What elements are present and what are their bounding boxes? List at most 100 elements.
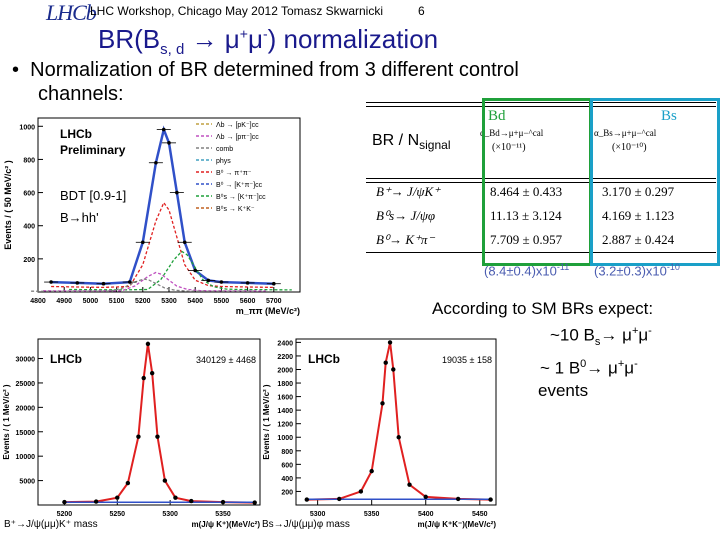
data-point — [125, 480, 131, 486]
y-tick-label: 800 — [23, 157, 35, 164]
signal-yield: 19035 ± 158 — [442, 355, 492, 365]
x-tick-label: 5300 — [310, 511, 326, 518]
bullet-line2: channels: — [38, 83, 124, 105]
title-plus: + — [239, 25, 248, 42]
title-arrow: → — [191, 24, 218, 54]
data-point — [162, 478, 168, 483]
expect-plus2: + — [617, 358, 625, 371]
legend-entry: B⁰s → K⁺K⁻ — [216, 205, 255, 213]
data-point — [455, 496, 461, 502]
chart-caption: Bs→J/ψ(μμ)φ mass — [262, 519, 350, 530]
y-tick-label: 200 — [23, 257, 35, 264]
y-axis-label: Events / ( 1 MeV/c² ) — [262, 384, 271, 459]
expect-mu: μ — [638, 325, 649, 345]
y-tick-label: 2200 — [277, 354, 293, 361]
y-tick-label: 2000 — [277, 367, 293, 374]
data-point — [173, 495, 178, 500]
y-tick-label: 400 — [23, 224, 35, 231]
bs-box — [590, 98, 720, 266]
y-axis-label: Events / ( 1 MeV/c² ) — [2, 384, 11, 459]
signal-yield: 340129 ± 4468 — [196, 355, 256, 365]
data-point — [155, 434, 160, 439]
title-mu2: μ — [247, 24, 263, 54]
y-tick-label: 25000 — [16, 381, 36, 388]
plot-frame — [37, 338, 261, 506]
x-tick-label: 5250 — [109, 511, 125, 518]
x-tick-label: 5200 — [57, 511, 73, 518]
table-bottom-rule — [366, 252, 716, 253]
legend-entry: B⁰ → π⁺π⁻ — [216, 169, 252, 177]
x-tick-label: 5350 — [364, 511, 380, 518]
data-point — [145, 341, 151, 347]
data-point — [407, 482, 412, 487]
x-tick-label: 4800 — [30, 298, 46, 305]
title-mu1: μ — [224, 24, 240, 54]
y-tick-label: 10000 — [16, 454, 36, 461]
legend-entry: Λb → [pπ⁻]cc — [216, 134, 259, 141]
bd-average-exp: -11 — [556, 262, 570, 272]
data-point — [337, 496, 342, 502]
data-point — [358, 489, 364, 494]
row-bd-1: 8.464 ± 0.433 — [490, 184, 563, 199]
row-bd-2: 11.13 ± 3.124 — [490, 208, 562, 223]
expect-line4: events — [538, 380, 589, 400]
x-axis-label: m(J/ψ K⁺)(MeV/c²) — [192, 520, 261, 529]
chart-caption: B⁺→J/ψ(μμ)K⁺ mass — [4, 519, 98, 530]
data-point — [383, 360, 388, 365]
y-tick-label: 1400 — [277, 408, 293, 415]
legend-entry: B⁰s → [K⁺π⁻]cc — [216, 193, 266, 201]
row-bs-3: 2.887 ± 0.424 — [602, 232, 675, 247]
expect-arrow-mu: → μ — [600, 325, 632, 345]
x-tick-label: 5100 — [109, 298, 125, 305]
bd-box — [482, 98, 592, 266]
x-tick-label: 5700 — [266, 298, 282, 305]
title-minus: - — [262, 25, 268, 42]
y-tick-label: 600 — [281, 462, 293, 469]
expect-b0-sup: 0 — [580, 358, 587, 371]
y-tick-label: 600 — [23, 191, 35, 198]
fit-curve — [64, 343, 255, 504]
title-suffix: ) normalization — [267, 24, 439, 54]
legend-entry: comb — [216, 146, 233, 153]
x-tick-label: 5500 — [214, 298, 230, 305]
y-tick-label: 1000 — [19, 124, 35, 131]
x-tick-label: 5350 — [215, 511, 231, 518]
title-sub: s, d — [160, 41, 185, 59]
x-tick-label: 5450 — [472, 511, 488, 518]
bd-unit-label: (×10⁻¹¹) — [492, 142, 526, 153]
x-axis-label: m_ππ (MeV/c²) — [236, 306, 300, 316]
bs-header: Bs — [661, 108, 677, 124]
expect-minus: - — [648, 325, 652, 337]
data-point — [141, 375, 146, 381]
row-label: BR / N — [372, 132, 420, 149]
row-channel-2: B⁰s→ J/ψφ — [376, 208, 436, 223]
bd-average-value: (8.4±0.4)x10 — [484, 263, 557, 279]
expect-minus2: - — [634, 358, 638, 371]
data-point — [391, 367, 396, 372]
y-tick-label: 5000 — [19, 479, 35, 486]
logo-text: LHCb — [46, 0, 97, 25]
data-point — [220, 499, 226, 505]
legend-entry: phys — [216, 158, 231, 165]
y-tick-label: 200 — [281, 489, 293, 496]
br-per-signal-label: BR / Nsignal — [372, 132, 450, 152]
x-tick-label: 5600 — [240, 298, 256, 305]
y-tick-label: 2400 — [277, 340, 293, 347]
y-axis-label: Events / ( 50 MeV/c² ) — [3, 160, 13, 250]
y-tick-label: 1600 — [277, 395, 293, 402]
y-tick-label: 1800 — [277, 381, 293, 388]
y-tick-label: 20000 — [16, 405, 36, 412]
phys-component — [31, 278, 254, 292]
row-bd-3: 7.709 ± 0.957 — [490, 232, 563, 247]
row-label-sub: signal — [419, 138, 451, 153]
page-number: 6 — [418, 4, 425, 18]
title-prefix: BR(B — [98, 24, 161, 54]
bplus-jpsik-chart: 5200 5250 5300 5350 5000 10000 15000 20000 25000… — [2, 338, 261, 530]
data-point — [62, 499, 67, 505]
bullet-line1: Normalization of BR determined from 3 di… — [30, 59, 519, 81]
expect-mu2: μ — [624, 358, 635, 378]
bs-average: (3.2±0.3)x10-10 — [594, 262, 680, 278]
expect-b0: ~ 1 B — [540, 358, 581, 378]
table-mid-rule — [366, 178, 716, 183]
data-point — [423, 494, 428, 500]
